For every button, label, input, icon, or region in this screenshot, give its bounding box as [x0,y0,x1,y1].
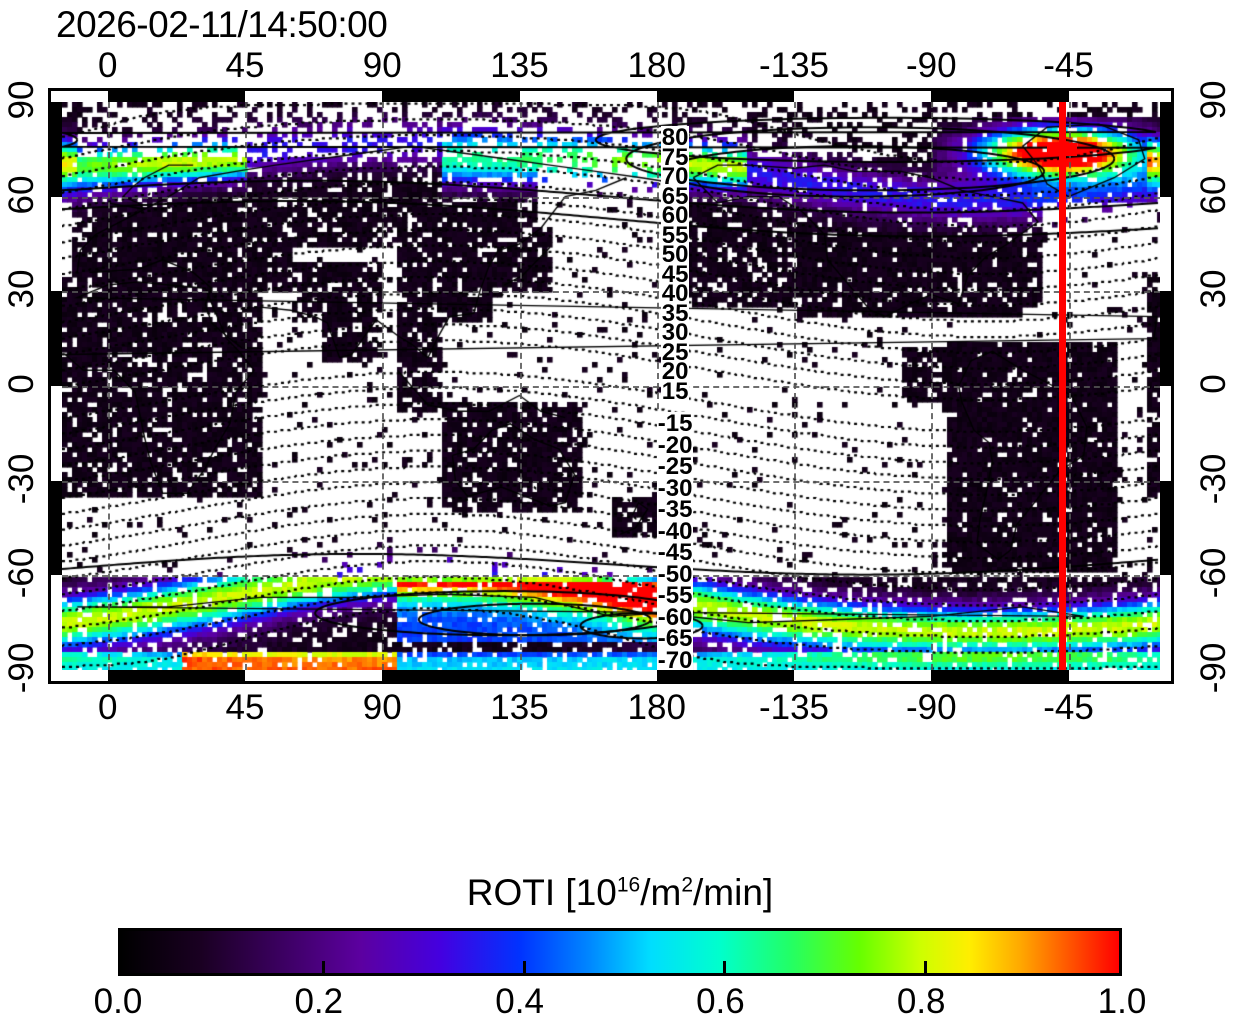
map-frame [48,88,1174,684]
colorbar-tick-label-1.0: 1.0 [1097,982,1147,1021]
lon-label-top-135: 135 [490,46,549,85]
mag-lat-label-15: 15 [660,377,690,405]
colorbar-title: ROTI [1016/m2/min] [0,872,1240,914]
lon-label-top-180: 180 [627,46,686,85]
lon-label-top--90: -90 [905,46,957,85]
lon-label-bottom-0: 0 [98,688,118,727]
lon-label-bottom-45: 45 [225,688,265,727]
roti-world-map[interactable]: 80 75 70 65 60 55 50 45 40 35 30 25 20 15 -15 -20 -25 -30… [48,88,1174,684]
lon-label-bottom-180: 180 [627,688,686,727]
colorbar-tick [522,961,526,973]
lon-label-bottom-135: 135 [490,688,549,727]
border-tick-segment [656,670,794,681]
red-meridian-line [1059,102,1067,670]
graticule-parallel [62,386,1160,388]
colorbar-tick-label-0.8: 0.8 [896,982,946,1021]
lon-label-bottom--90: -90 [905,688,957,727]
colorbar-tick-label-0.0: 0.0 [93,982,143,1021]
border-tick-segment [1160,102,1171,197]
border-tick-segment [51,480,62,576]
border-tick-segment [51,291,62,386]
lon-label-top-45: 45 [225,46,265,85]
border-tick-segment [107,91,245,102]
mag-lat-label-neg40: -40 [656,517,694,545]
graticule-parallel [62,575,1160,578]
colorbar-tick-label-0.6: 0.6 [696,982,745,1021]
lon-label-top--135: -135 [758,46,830,85]
colorbar-label-tail2: /min] [693,872,774,913]
mag-lat-label-neg15: -15 [656,410,694,437]
lon-label-top--45: -45 [1043,46,1094,85]
colorbar-label-main: ROTI [10 [466,872,617,913]
mag-lat-label-neg60: -60 [656,603,694,631]
lon-label-top-0: 0 [98,46,118,85]
colorbar-tick [924,961,928,973]
border-tick-segment [382,670,520,681]
border-tick-segment [931,670,1069,681]
page-title: 2026-02-11/14:50:00 [56,4,388,45]
colorbar-label-exponent2: 2 [681,873,694,897]
border-tick-segment [382,91,520,102]
colorbar-tick-label-0.2: 0.2 [294,982,344,1021]
colorbar-tick-label-0.4: 0.4 [495,982,544,1021]
colorbar-tick [723,961,727,973]
red-meridian-tick [1047,143,1078,157]
graticule-parallel [62,480,1160,483]
mag-lat-label-neg20: -20 [656,431,694,459]
mag-lat-label-neg65: -65 [656,625,694,652]
border-tick-segment [107,670,245,681]
mag-lat-label-neg25: -25 [656,453,694,480]
border-tick-segment [931,91,1069,102]
border-tick-segment [51,102,62,197]
lon-label-bottom-90: 90 [362,688,402,727]
mag-lat-label-neg50: -50 [656,560,694,588]
colorbar-label-tail: /m [640,872,682,913]
lon-label-bottom--135: -135 [758,688,830,727]
colorbar-gradient [121,931,1119,973]
map-plot-area[interactable]: 80 75 70 65 60 55 50 45 40 35 30 25 20 15 -15 -20 -25 -30… [62,102,1160,670]
colorbar-tick [321,961,325,973]
mag-lat-label-neg55: -55 [656,582,694,609]
border-tick-segment [1160,291,1171,386]
lon-label-bottom--45: -45 [1043,688,1094,727]
lon-label-top-90: 90 [362,46,402,85]
border-tick-segment [1160,480,1171,576]
graticule-parallel [62,196,1160,199]
mag-lat-label-neg35: -35 [656,496,694,523]
colorbar-label-exponent: 16 [616,873,641,897]
latitude-label-right-neg90: -90 [1194,642,1233,694]
mag-lat-label-neg30: -30 [656,474,694,502]
mag-lat-label-neg70: -70 [656,648,694,670]
mag-lat-label-neg45: -45 [656,539,694,566]
graticule-parallel [62,291,1160,294]
border-tick-segment [656,91,794,102]
colorbar[interactable] [118,928,1122,976]
